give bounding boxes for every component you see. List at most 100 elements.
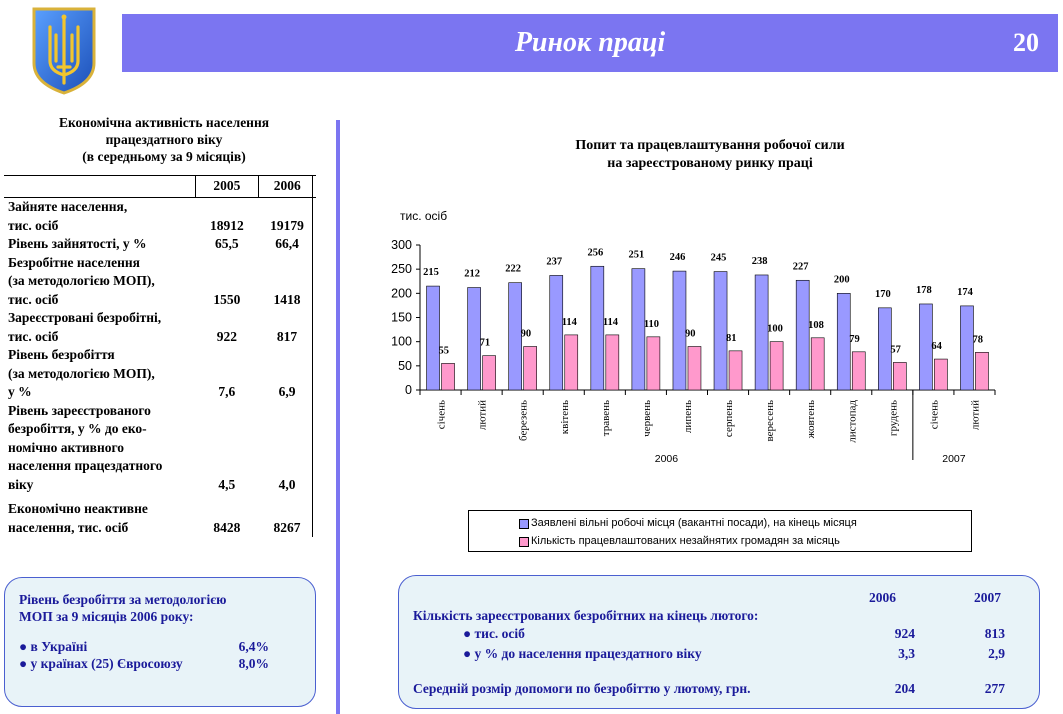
page-number: 20 [1013,28,1039,57]
y-tick-label: 100 [391,335,412,349]
x-tick-label: січень [436,400,448,429]
vacancies-employment-chart: тис. осіб 0 50 100 150 200 250 300 215 55 січень 21… [391,209,996,465]
row-label-line: номічно активного [8,439,125,455]
data-label-employed: 114 [562,317,578,328]
row-label-line: у % [8,384,32,399]
bar-vacancies [960,305,974,391]
data-label-vacancies: 246 [670,252,686,263]
data-label-vacancies: 212 [464,269,480,280]
value-2005: 922 [216,328,237,344]
chart-title-line: на зареєстрованому ринку праці [607,156,813,171]
row-label-line: тис. осіб [8,291,59,307]
row-label-line: тис. осіб [8,217,59,233]
data-label-vacancies: 238 [752,256,768,267]
title-banner [122,14,1058,72]
y-tick-label: 0 [405,383,412,397]
box-title-line: МОП за 9 місяців 2006 року: [19,609,194,624]
data-label-employed: 108 [808,320,824,331]
row-label-line: населення працездатного [8,458,163,473]
column-header-2006: 2006 [257,175,316,198]
value-2006: 8267 [273,519,301,535]
value-2006: 66,4 [275,236,299,251]
data-label-vacancies: 200 [834,274,850,285]
column-divider [336,120,340,714]
row-label-line: населення, тис. осіб [8,519,129,535]
data-label-vacancies: 237 [546,256,562,267]
data-label-employed: 114 [603,317,619,328]
table-header-blank [4,175,196,198]
bar-employed [934,358,948,391]
box-item: ● в Україні 6,4% [19,638,269,655]
x-tick-label: вересень [764,400,776,441]
data-label-vacancies: 222 [505,264,521,275]
bar-employed [851,351,866,391]
bar-employed [564,334,579,391]
bar-vacancies [836,293,851,391]
row-label: Безробітне населення (за методологією МОП… [4,254,196,310]
value-2006: 1418 [273,291,301,307]
bar-vacancies [754,274,769,391]
data-label-vacancies: 174 [957,287,974,298]
data-label-vacancies: 178 [916,285,932,296]
value-2006: 19179 [270,217,304,233]
table-title-line: (в середньому за 9 місяців) [82,149,246,164]
row-label-line: Безробітне населення [8,254,140,270]
data-label-employed: 90 [521,329,532,340]
data-label-employed: 110 [644,319,659,330]
x-tick-label: липень [682,400,694,433]
chart-legend: Заявлені вільні робочі місця (вакантні п… [468,510,972,552]
bar-vacancies [795,279,810,391]
benefit-value-2006: 204 [894,681,915,696]
bar-employed [893,362,907,391]
table-row: Зареєстровані безробітні, тис. осіб 922 817 [4,309,316,346]
bar-employed [605,334,620,391]
box-item-value: 6,4% [238,639,269,654]
benefit-label: Середній розмір допомоги по безробіттю у… [413,681,751,696]
table-right-border [312,175,313,537]
row-label-line: Економічно неактивне [8,501,148,516]
bar-vacancies [467,287,481,391]
data-label-employed: 57 [890,344,901,355]
data-label-vacancies: 215 [423,267,439,278]
x-tick-label: листопад [846,400,858,443]
x-tick-label: квітень [559,400,571,434]
bar-employed [687,346,702,391]
table-title: Економічна активність населення працезда… [4,114,324,165]
year-group-label: 2006 [655,453,679,465]
y-axis-label: тис. осіб [400,209,447,223]
column-header-2005: 2005 [195,175,259,198]
data-label-vacancies: 256 [587,247,603,258]
box-item: ● у країнах (25) Євросоюзу 8,0% [19,655,269,672]
data-label-employed: 79 [849,334,860,345]
box-row-label: ● тис. осіб [463,626,525,641]
year-group-label: 2007 [942,453,966,465]
row-label-line: Зареєстровані безробітні, [8,310,162,325]
bar-vacancies [919,303,933,391]
bar-vacancies [508,282,522,391]
data-label-employed: 64 [931,341,942,352]
box-title-line: Рівень безробіття за методологією [19,592,227,607]
bar-vacancies [631,268,646,391]
y-tick-label: 250 [391,262,412,276]
x-tick-label: травень [600,400,612,436]
value-2006: 817 [276,328,298,344]
table-title-line: працездатного віку [105,132,223,147]
row-label-line: (за методологією МОП), [8,273,155,288]
x-tick-label: лютий [477,400,489,430]
data-label-employed: 90 [685,329,696,340]
x-tick-label: червень [641,400,653,437]
legend-swatch-employed [519,537,529,547]
y-tick-label: 300 [391,238,412,252]
row-label-line: Рівень зареєстрованого [8,402,151,418]
year-header-2007: 2007 [974,590,1001,605]
page-title: Ринок праці [514,27,666,58]
row-label-line: Зайняте населення, [8,199,128,214]
table-row: Економічно неактивне населення, тис. осіб… [4,494,316,537]
bar-vacancies [549,275,564,391]
chart-title-line: Попит та працевлаштування робочої сили [575,138,845,153]
bar-employed [728,350,743,391]
data-label-employed: 81 [726,333,737,344]
row-label-line: Рівень безробіття [8,347,115,362]
table-row: Зайняте населення, тис. осіб 18912 19179 [4,198,316,236]
legend-label: Кількість працевлаштованих незайнятих гр… [531,535,840,547]
